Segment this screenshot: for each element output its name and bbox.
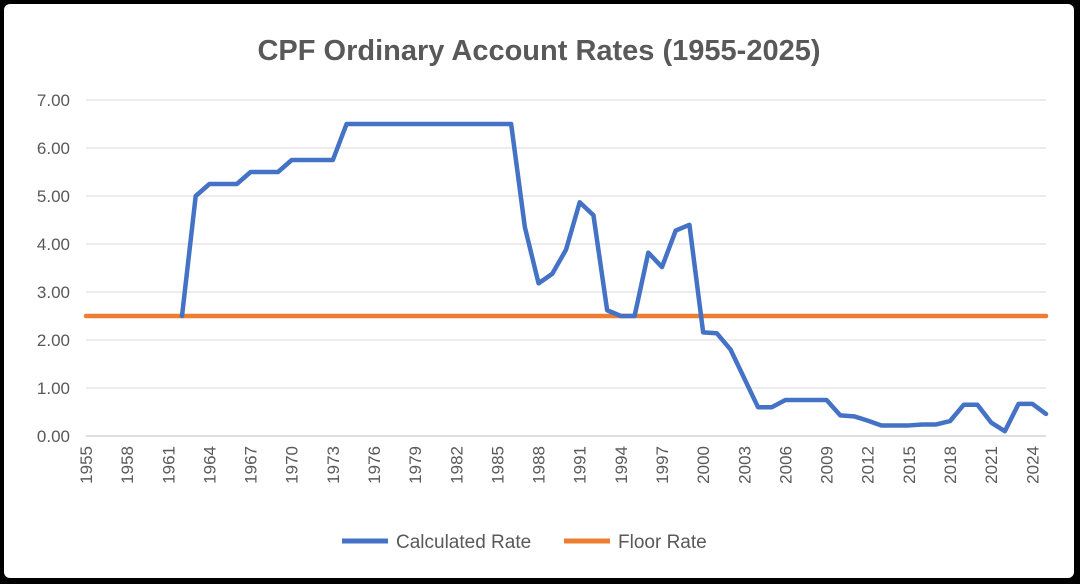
x-tick-label: 1991	[571, 446, 590, 484]
y-tick-label: 0.00	[37, 427, 70, 446]
x-tick-label: 2021	[982, 446, 1001, 484]
y-tick-label: 2.00	[37, 331, 70, 350]
x-tick-label: 2012	[859, 446, 878, 484]
legend-label-calculated-rate: Calculated Rate	[396, 532, 531, 553]
x-tick-label: 1955	[77, 446, 96, 484]
y-tick-label: 5.00	[37, 187, 70, 206]
x-tick-label: 1988	[530, 446, 549, 484]
x-tick-label: 1985	[488, 446, 507, 484]
x-tick-label: 2018	[941, 446, 960, 484]
y-tick-label: 7.00	[37, 91, 70, 110]
x-tick-label: 1994	[612, 446, 631, 484]
x-tick-label: 1997	[653, 446, 672, 484]
x-axis-ticks: 1955 1958 1961 1964 1967 1970 1973 1976 1979 1982…	[77, 446, 1042, 484]
x-tick-label: 1973	[324, 446, 343, 484]
x-tick-label: 2006	[776, 446, 795, 484]
y-tick-label: 1.00	[37, 379, 70, 398]
x-tick-label: 1976	[365, 446, 384, 484]
x-tick-label: 1964	[200, 446, 219, 484]
x-tick-label: 1979	[406, 446, 425, 484]
gridlines	[86, 99, 1046, 437]
x-tick-label: 2000	[694, 446, 713, 484]
y-tick-label: 6.00	[37, 139, 70, 158]
x-tick-label: 1961	[159, 446, 178, 484]
x-tick-label: 1967	[242, 446, 261, 484]
x-tick-label: 2003	[735, 446, 754, 484]
x-tick-label: 2024	[1023, 446, 1042, 484]
series-lines	[83, 121, 1049, 434]
x-tick-label: 1958	[118, 446, 137, 484]
y-tick-label: 4.00	[37, 235, 70, 254]
y-tick-label: 3.00	[37, 283, 70, 302]
legend-label-floor-rate: Floor Rate	[618, 532, 707, 553]
x-tick-label: 2009	[818, 446, 837, 484]
x-tick-label: 1970	[283, 446, 302, 484]
x-tick-label: 2015	[900, 446, 919, 484]
x-tick-label: 1982	[447, 446, 466, 484]
line-chart: CPF Ordinary Account Rates (1955-2025) 0…	[37, 35, 1049, 553]
chart-title: CPF Ordinary Account Rates (1955-2025)	[257, 35, 820, 67]
series-line-calculated-rate	[179, 121, 1049, 434]
chart-frame: CPF Ordinary Account Rates (1955-2025) 0…	[4, 4, 1074, 578]
y-axis-ticks: 0.00 1.00 2.00 3.00 4.00 5.00 6.00 7.00	[37, 91, 70, 446]
legend: Calculated Rate Floor Rate	[342, 532, 707, 553]
